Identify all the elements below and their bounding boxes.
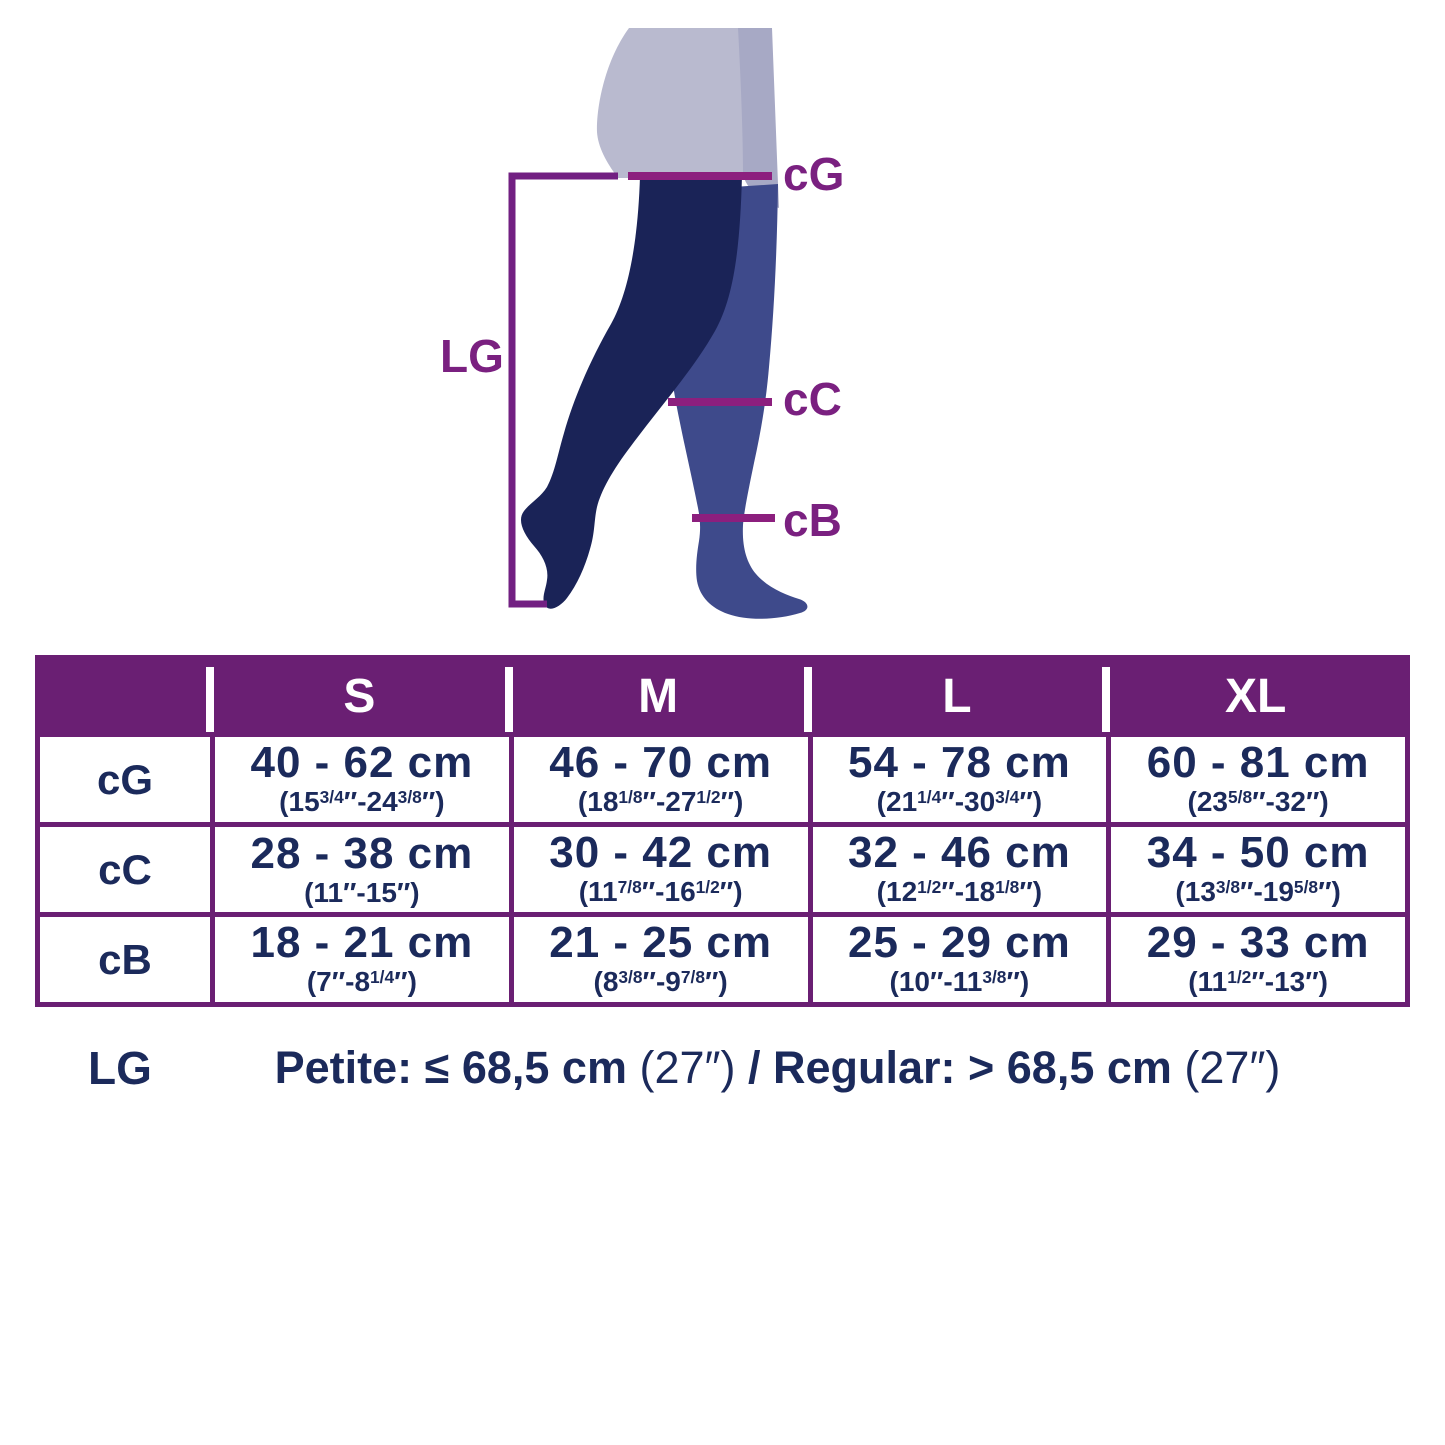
- inch-value: (153/4″-243/8″): [279, 785, 445, 817]
- cm-value: 30 - 42 cm: [549, 827, 773, 877]
- cell-cg-s: 40 - 62 cm (153/4″-243/8″): [210, 732, 509, 822]
- inch-value: (11″-15″): [304, 877, 420, 908]
- cell-cg-xl: 60 - 81 cm (235/8″-32″): [1106, 732, 1405, 822]
- cm-value: 32 - 46 cm: [847, 827, 1071, 877]
- column-header-l: L: [803, 660, 1107, 732]
- front-thigh-shape: [596, 28, 743, 178]
- header-corner-cell: [40, 660, 210, 732]
- cm-value: 40 - 62 cm: [250, 737, 474, 787]
- cm-value: 54 - 78 cm: [847, 737, 1071, 787]
- column-header-m: M: [504, 660, 808, 732]
- cc-calf-label: cC: [783, 373, 842, 425]
- lg-row-text: Petite: ≤ 68,5 cm (27″) / Regular: > 68,…: [205, 1042, 1410, 1094]
- cell-cb-s: 18 - 21 cm (7″-81/4″): [210, 912, 509, 1002]
- leg-length-row: LG Petite: ≤ 68,5 cm (27″) / Regular: > …: [35, 1032, 1410, 1104]
- column-header-s: S: [206, 660, 509, 732]
- column-header-xl: XL: [1102, 660, 1405, 732]
- inch-value: (10″-113/8″): [889, 965, 1030, 997]
- cm-value: 21 - 25 cm: [549, 917, 773, 967]
- front-leg-stocking-shape: [520, 176, 742, 609]
- regular-text: Regular: > 68,5 cm: [772, 1042, 1185, 1093]
- leg-length-bracket: [508, 172, 618, 608]
- petite-text: Petite: ≤ 68,5 cm: [274, 1042, 640, 1093]
- cell-cb-l: 25 - 29 cm (10″-113/8″): [807, 912, 1107, 1002]
- inch-value: (235/8″-32″): [1187, 785, 1329, 817]
- cell-cc-m: 30 - 42 cm (117/8″-161/2″): [508, 822, 808, 912]
- row-label-cc: cC: [40, 822, 210, 912]
- cm-value: 25 - 29 cm: [847, 917, 1071, 967]
- cell-cg-l: 54 - 78 cm (211/4″-303/4″): [807, 732, 1107, 822]
- row-label-cb: cB: [40, 912, 210, 1002]
- cm-value: 29 - 33 cm: [1146, 917, 1370, 967]
- cell-cc-xl: 34 - 50 cm (133/8″-195/8″): [1106, 822, 1405, 912]
- cm-value: 34 - 50 cm: [1146, 827, 1370, 877]
- inch-value: (211/4″-303/4″): [876, 785, 1043, 817]
- regular-inch-text: (27″): [1184, 1042, 1281, 1093]
- inch-value: (181/8″-271/2″): [577, 785, 744, 817]
- cm-value: 60 - 81 cm: [1146, 737, 1370, 787]
- inch-value: (121/2″-181/8″): [876, 875, 1043, 907]
- inch-value: (133/8″-195/8″): [1175, 875, 1341, 907]
- cb-ankle-label: cB: [783, 494, 842, 546]
- lg-length-label: LG: [440, 330, 504, 382]
- cm-value: 18 - 21 cm: [250, 917, 474, 967]
- cell-cb-m: 21 - 25 cm (83/8″-97/8″): [508, 912, 808, 1002]
- cm-value: 46 - 70 cm: [549, 737, 773, 787]
- inch-value: (83/8″-97/8″): [593, 965, 728, 997]
- cg-thigh-label: cG: [783, 148, 844, 200]
- size-table: S M L XL cG 40 - 62 cm (153/4″-243/8″) 4…: [35, 655, 1410, 1007]
- petite-inch-text: (27″): [639, 1042, 736, 1093]
- lg-row-label: LG: [88, 1042, 152, 1094]
- inch-value: (117/8″-161/2″): [578, 875, 743, 907]
- inch-value: (7″-81/4″): [306, 965, 417, 997]
- leg-measurement-illustration: LG cG cC cB: [440, 28, 844, 619]
- cell-cc-s: 28 - 38 cm (11″-15″): [210, 822, 509, 912]
- separator-slash: /: [735, 1042, 773, 1093]
- cell-cb-xl: 29 - 33 cm (111/2″-13″): [1106, 912, 1405, 1002]
- row-label-cg: cG: [40, 732, 210, 822]
- inch-value: (111/2″-13″): [1188, 965, 1328, 997]
- cell-cg-m: 46 - 70 cm (181/8″-271/2″): [508, 732, 808, 822]
- cm-value: 28 - 38 cm: [250, 829, 474, 878]
- cell-cc-l: 32 - 46 cm (121/2″-181/8″): [807, 822, 1107, 912]
